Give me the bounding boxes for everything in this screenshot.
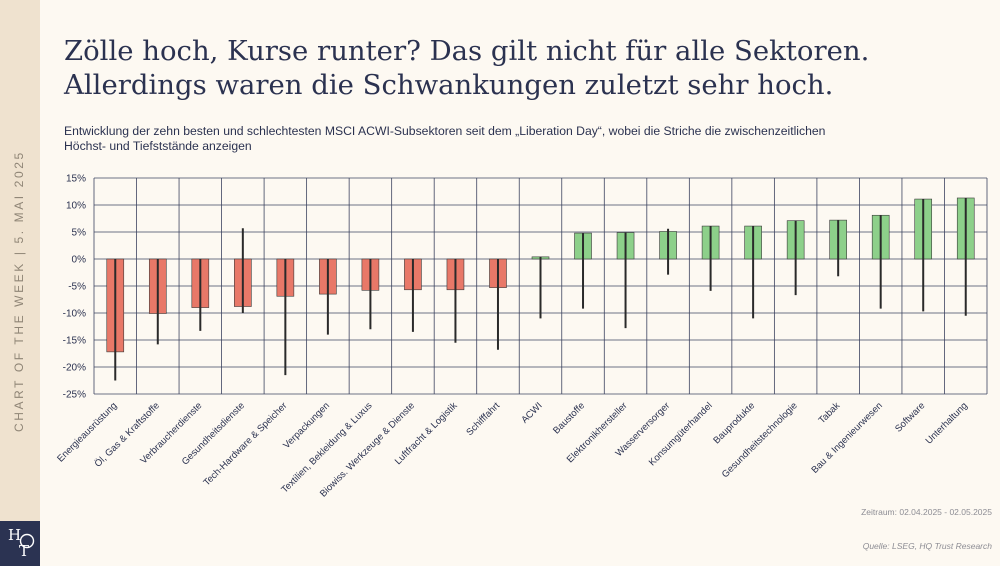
y-tick-label: -10% bbox=[63, 309, 86, 320]
y-tick-label: -20% bbox=[63, 363, 86, 374]
y-tick-label: -25% bbox=[63, 390, 86, 401]
period-note: Zeitraum: 02.04.2025 - 02.05.2025 bbox=[861, 507, 992, 517]
y-tick-labels: 15% 10% 5% 0% -5% -10% -15% -20% -25% bbox=[63, 174, 86, 401]
logo-letter-top: H bbox=[8, 526, 22, 544]
source-note: Quelle: LSEG, HQ Trust Research bbox=[862, 541, 992, 551]
y-tick-label: 0% bbox=[72, 255, 87, 266]
x-tick-label: Software bbox=[893, 400, 927, 434]
y-tick-label: -15% bbox=[63, 336, 86, 347]
page-title: Zölle hoch, Kurse runter? Das gilt nicht… bbox=[64, 34, 984, 102]
title-line-2: Allerdings waren die Schwankungen zuletz… bbox=[64, 69, 834, 101]
y-tick-label: 5% bbox=[72, 228, 87, 239]
logo-letter-bottom: T bbox=[19, 542, 30, 560]
y-tick-label: -5% bbox=[68, 282, 86, 293]
subtitle-line-2: Höchst- und Tiefststände anzeigen bbox=[64, 139, 252, 153]
x-tick-label: Gesundheitstechnologie bbox=[720, 400, 800, 480]
logo-mark bbox=[19, 533, 35, 549]
x-tick-label: Unterhaltung bbox=[924, 400, 970, 446]
y-tick-label: 15% bbox=[66, 174, 86, 185]
y-tick-label: 10% bbox=[66, 201, 86, 212]
x-tick-label: Baustoffe bbox=[551, 400, 587, 436]
chart-subtitle: Entwicklung der zehn besten und schlecht… bbox=[64, 124, 984, 154]
title-line-1: Zölle hoch, Kurse runter? Das gilt nicht… bbox=[64, 35, 870, 67]
sidebar: CHART OF THE WEEK | 5. MAI 2025 H T bbox=[0, 0, 40, 566]
x-tick-label: Schifffahrt bbox=[464, 400, 502, 438]
x-tick-label: Bau & Ingenieurwesen bbox=[809, 400, 884, 475]
subtitle-line-1: Entwicklung der zehn besten und schlecht… bbox=[64, 124, 826, 138]
x-tick-label: Tabak bbox=[817, 400, 843, 426]
x-tick-label: Bauprodukte bbox=[711, 400, 757, 446]
x-tick-label: ACWI bbox=[519, 400, 544, 425]
x-tick-label: Tech-Hardware & Speicher bbox=[201, 400, 289, 488]
whisker-layer bbox=[114, 197, 967, 381]
hqt-logo: H T bbox=[0, 521, 40, 566]
